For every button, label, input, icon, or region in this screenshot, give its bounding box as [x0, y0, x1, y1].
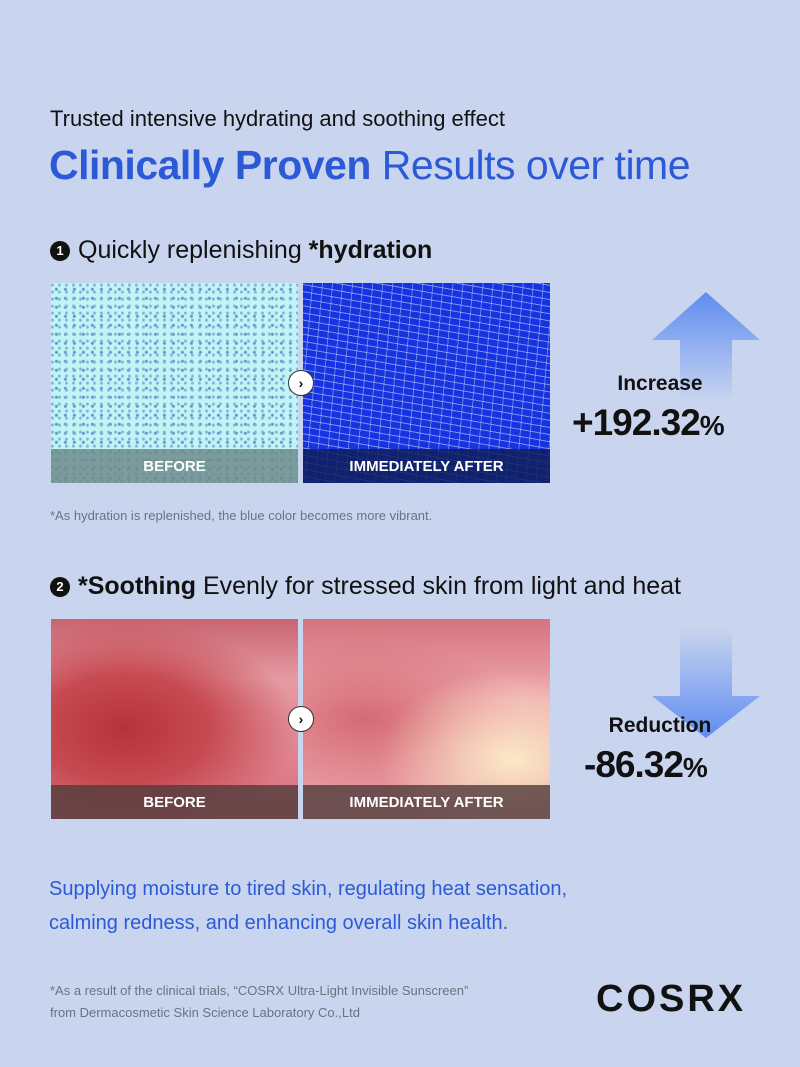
- section-1-heading: 1 Quickly replenishing *hydration: [50, 236, 432, 265]
- brand-logo: COSRX: [596, 978, 747, 1020]
- arrow-down-icon: [652, 628, 760, 738]
- number-badge: 1: [50, 240, 70, 261]
- after-image-soothing: IMMEDIATELY AFTER: [303, 619, 550, 819]
- before-image-soothing: BEFORE: [51, 619, 298, 819]
- heading-text: *Soothing Evenly for stressed skin from …: [78, 572, 681, 600]
- title-rest: Results over time: [370, 142, 691, 188]
- before-label: BEFORE: [51, 449, 298, 483]
- after-label: IMMEDIATELY AFTER: [303, 785, 550, 819]
- heading-text: Quickly replenishing *hydration: [78, 236, 433, 264]
- footnote: *As a result of the clinical trials, “CO…: [50, 983, 469, 1020]
- after-label: IMMEDIATELY AFTER: [303, 449, 550, 483]
- before-image-hydration: BEFORE: [51, 283, 298, 483]
- after-image-hydration: IMMEDIATELY AFTER: [303, 283, 550, 483]
- title-bold: Clinically Proven: [49, 142, 371, 188]
- before-label: BEFORE: [51, 785, 298, 819]
- section-2-heading: 2 *Soothing Evenly for stressed skin fro…: [50, 572, 681, 601]
- subtitle: Trusted intensive hydrating and soothing…: [50, 106, 505, 131]
- hydration-note: *As hydration is replenished, the blue c…: [50, 508, 433, 523]
- chevron-right-icon: ›: [288, 706, 314, 732]
- arrow-up-icon: [652, 292, 760, 402]
- page-title: Clinically Proven Results over time: [49, 142, 691, 189]
- chevron-right-icon: ›: [288, 370, 314, 396]
- stat-value: +192.32%: [572, 402, 725, 443]
- stat-label: Reduction: [608, 714, 712, 737]
- stat-label: Increase: [617, 372, 703, 395]
- summary-text: Supplying moisture to tired skin, regula…: [49, 878, 568, 934]
- stat-value: -86.32%: [584, 744, 708, 785]
- number-badge: 2: [50, 576, 70, 597]
